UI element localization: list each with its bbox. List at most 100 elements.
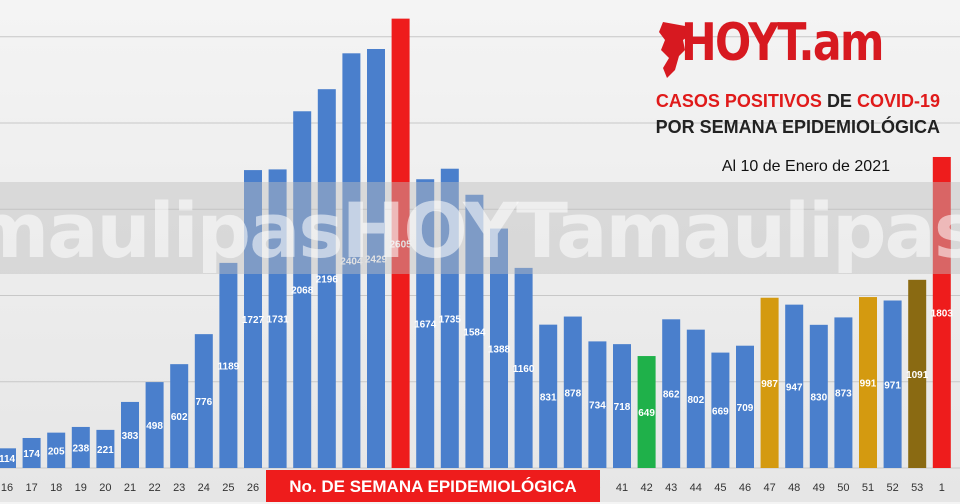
x-tick-label: 46 [739,482,751,494]
x-tick-label: 43 [665,482,677,494]
data-label: 734 [589,401,606,412]
bar [342,53,361,469]
bar [809,324,828,468]
x-axis-label-banner: No. DE SEMANA EPIDEMIOLÓGICA [266,470,600,502]
data-label: 718 [614,402,631,413]
data-label: 991 [860,379,877,390]
data-label: 498 [146,421,163,432]
bar [932,156,951,469]
data-label: 709 [737,403,754,414]
bar [711,352,730,468]
date-subtitle: Al 10 de Enero de 2021 [721,158,890,175]
bars [0,18,951,469]
data-label: 1727 [242,315,265,326]
bar [514,267,533,468]
x-tick-label: 20 [99,482,111,494]
data-label: 238 [72,443,89,454]
data-label: 971 [884,380,901,391]
data-label: 649 [638,408,655,419]
data-label: 987 [761,379,778,390]
tamaulipas-map-icon [659,22,689,78]
bar [834,317,853,468]
bar [588,341,607,468]
data-label: 873 [835,389,852,400]
x-tick-label: 48 [788,482,800,494]
data-label: 1160 [513,364,535,375]
bar [121,401,139,468]
bar [367,48,385,469]
x-tick-label: 47 [763,482,775,494]
data-label: 1091 [906,370,929,381]
bar [539,324,558,468]
data-label: 114 [0,454,16,465]
x-tick-label: 24 [198,482,210,494]
data-label: 2429 [365,254,388,265]
bar [686,329,705,468]
data-label: 2068 [291,286,314,297]
bar [71,426,90,468]
title-part1: CASOS POSITIVOS [655,91,822,111]
data-label: 383 [122,431,139,442]
bar [908,279,927,468]
data-label: 1674 [414,320,437,331]
data-label: 878 [564,388,581,399]
logo-text: HOYT.am [681,13,884,73]
bar [440,168,459,468]
brand-logo: HOYT.am [655,13,945,84]
bar [416,179,435,469]
bar [219,262,238,468]
bar [785,304,804,468]
data-label: 1803 [931,308,954,319]
data-label: 669 [712,406,729,417]
x-tick-label: 26 [247,482,259,494]
x-tick-label: 23 [173,482,185,494]
data-label: 1584 [463,327,486,338]
bar [244,170,262,468]
data-label: 1189 [218,361,240,372]
data-label: 2404 [340,257,363,268]
chart-title: CASOS POSITIVOS DE COVID-19 POR SEMANA E… [580,88,940,140]
bar [22,437,41,468]
data-label: 602 [171,412,188,423]
data-label: 205 [48,446,65,457]
data-label: 776 [195,397,212,408]
bar [637,356,656,468]
x-tick-label: 51 [862,482,874,494]
bar [194,334,213,468]
x-tick-label: 25 [222,482,234,494]
title-part2: DE [826,91,852,111]
data-label: 2605 [389,239,412,250]
title-line2: POR SEMANA EPIDEMIOLÓGICA [655,117,940,137]
bar [859,297,877,468]
bar [465,194,484,468]
data-label: 1388 [488,344,511,355]
data-label: 862 [663,390,680,401]
bar [293,111,312,469]
x-tick-label: 41 [616,482,628,494]
data-label: 221 [97,445,114,456]
data-label: 1735 [439,314,462,325]
data-label: 1731 [266,315,289,326]
bar [613,344,631,468]
x-tick-label: 1 [939,482,945,494]
bar [268,169,287,468]
x-tick-label: 42 [640,482,652,494]
data-label: 802 [687,395,704,406]
bar [736,345,754,468]
x-tick-label: 50 [837,482,849,494]
data-label: 2196 [316,275,339,286]
bar [563,316,582,468]
bar [0,448,16,468]
bar [170,364,189,468]
x-tick-label: 53 [911,482,923,494]
data-label: 831 [540,392,557,403]
bar [96,429,115,468]
bar [391,18,410,468]
x-tick-labels: 1617181920212223242526041424344454647484… [1,482,945,494]
x-tick-label: 18 [50,482,62,494]
x-tick-label: 49 [813,482,825,494]
data-label: 174 [23,449,40,460]
x-tick-label: 45 [714,482,726,494]
data-label: 947 [786,382,803,393]
